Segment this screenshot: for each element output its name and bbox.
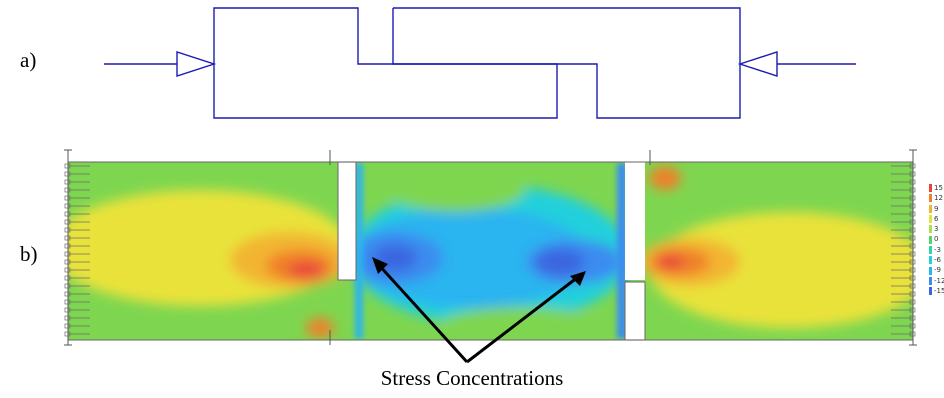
node-marker (909, 291, 916, 297)
node-marker (64, 283, 71, 289)
legend-swatch (929, 287, 932, 296)
annotation-arrows (372, 257, 586, 364)
left-load-ticks (64, 163, 90, 337)
right-slot (624, 281, 646, 341)
node-marker (64, 331, 71, 337)
legend-swatch (929, 225, 932, 234)
node-marker (64, 299, 71, 305)
node-marker (909, 323, 916, 329)
legend-swatch (929, 235, 932, 244)
node-marker (64, 275, 71, 281)
node-marker (64, 323, 71, 329)
node-marker (64, 259, 71, 265)
node-marker (64, 195, 71, 201)
right-member-outline (392, 7, 741, 119)
legend-item: -3 (929, 245, 944, 255)
arrowhead-left (372, 257, 388, 274)
legend-value: -6 (934, 256, 941, 265)
joint-schematic (104, 7, 856, 119)
legend-item: -6 (929, 255, 944, 265)
legend-value: 9 (934, 204, 939, 213)
legend-item: -12 (929, 276, 944, 286)
node-marker (909, 187, 916, 193)
stress-legend: 15 12 9 6 3 0 -3 -6 -9 -12 -15 (929, 183, 944, 296)
legend-value: -15 (934, 286, 944, 295)
node-marker (909, 243, 916, 249)
legend-item: 3 (929, 224, 944, 234)
legend-swatch (929, 276, 932, 285)
node-marker (64, 243, 71, 249)
legend-swatch (929, 204, 932, 213)
arrow-to-right-concentration (466, 275, 579, 364)
node-marker (64, 187, 71, 193)
node-marker (64, 235, 71, 241)
node-marker (64, 267, 71, 273)
node-marker (909, 235, 916, 241)
node-marker (909, 211, 916, 217)
stress-concentrations-caption: Stress Concentrations (380, 366, 564, 390)
node-marker (64, 211, 71, 217)
legend-value: 12 (934, 194, 943, 203)
node-marker (909, 299, 916, 305)
legend-swatch (929, 184, 932, 193)
node-marker (909, 195, 916, 201)
legend-swatch (929, 194, 932, 203)
node-marker (64, 315, 71, 321)
node-marker (909, 275, 916, 281)
legend-swatch (929, 256, 932, 265)
legend-item: -15 (929, 286, 944, 296)
legend-value: 3 (934, 225, 939, 234)
part-label-b: b) (20, 242, 38, 266)
right-load-ticks (891, 163, 916, 337)
node-marker (909, 315, 916, 321)
node-marker (64, 179, 71, 185)
node-marker (909, 331, 916, 337)
legend-value: -3 (934, 245, 941, 254)
legend-item: 9 (929, 204, 944, 214)
node-marker (909, 307, 916, 313)
left-force-arrow (176, 51, 217, 77)
node-marker (909, 283, 916, 289)
node-marker (64, 307, 71, 313)
node-marker (909, 163, 916, 169)
node-marker (909, 227, 916, 233)
legend-value: 0 (934, 235, 939, 244)
legend-item: 0 (929, 234, 944, 244)
legend-item: 6 (929, 214, 944, 224)
legend-swatch (929, 266, 932, 275)
legend-swatch (929, 215, 932, 224)
node-marker (909, 219, 916, 225)
arrow-to-left-concentration (376, 262, 469, 364)
node-marker (909, 179, 916, 185)
legend-value: 15 (934, 184, 943, 192)
legend-item: 15 (929, 183, 944, 193)
node-marker (909, 203, 916, 209)
legend-item: -9 (929, 265, 944, 275)
node-marker (64, 251, 71, 257)
node-marker (909, 251, 916, 257)
node-marker (64, 171, 71, 177)
node-marker (64, 163, 71, 169)
arrowhead-right (570, 271, 586, 286)
legend-swatch (929, 245, 932, 254)
node-marker (64, 291, 71, 297)
node-marker (64, 219, 71, 225)
node-marker (64, 203, 71, 209)
legend-item: 12 (929, 193, 944, 203)
left-support-markers (64, 149, 72, 346)
legend-value: -9 (934, 266, 941, 275)
right-support-markers (329, 149, 917, 346)
node-marker (909, 171, 916, 177)
legend-value: 6 (934, 214, 939, 223)
node-marker (909, 267, 916, 273)
node-marker (909, 259, 916, 265)
part-label-a: a) (20, 48, 37, 72)
legend-value: -12 (934, 276, 944, 285)
node-marker (64, 227, 71, 233)
left-slot (337, 161, 357, 281)
